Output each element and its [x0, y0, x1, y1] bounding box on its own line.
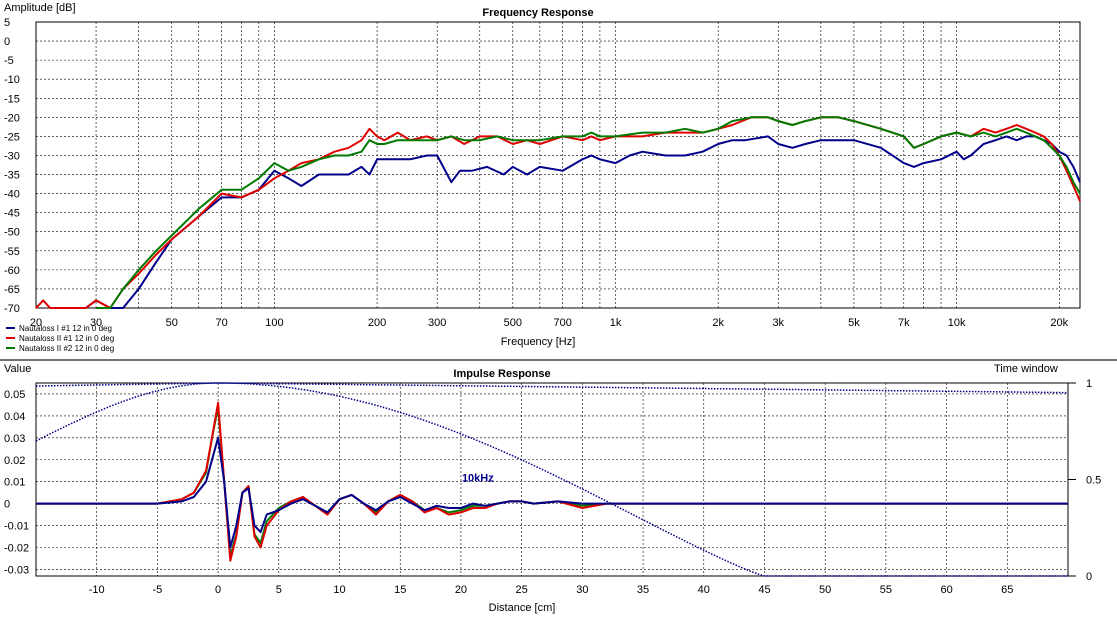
x-axis-label: Frequency [Hz] — [501, 336, 576, 348]
x-tick-label: 7k — [898, 317, 910, 329]
y2-tick-label: 0 — [1086, 571, 1092, 583]
y-tick-label: -30 — [4, 150, 20, 162]
y-tick-label: -0.03 — [4, 564, 29, 576]
y-tick-label: -65 — [4, 284, 20, 296]
time-window-line-wide — [35, 382, 1068, 394]
y2-tick-label: 1 — [1086, 378, 1092, 390]
x-tick-label: 0 — [215, 584, 221, 596]
x-tick-label: 25 — [516, 584, 528, 596]
x-axis-label: Distance [cm] — [489, 602, 556, 614]
x-tick-label: 700 — [553, 317, 571, 329]
x-tick-label: 2k — [712, 317, 724, 329]
gridlines — [35, 21, 1080, 309]
y-tick-label: 5 — [4, 17, 10, 29]
x-tick-label: 1k — [610, 317, 622, 329]
x-tick-label: 10k — [948, 317, 966, 329]
x-tick-label: 55 — [880, 584, 892, 596]
x-tick-label: 20k — [1050, 317, 1068, 329]
y-tick-label: -50 — [4, 227, 20, 239]
y-tick-label: -40 — [4, 189, 20, 201]
y-tick-label: -0.01 — [4, 521, 29, 533]
x-tick-label: 50 — [166, 317, 178, 329]
y2-tick-label: 0.5 — [1086, 475, 1101, 487]
y-tick-label: -60 — [4, 265, 20, 277]
y-tick-label: 0 — [4, 499, 10, 511]
y-axis-label: Amplitude [dB] — [4, 2, 76, 14]
y-tick-label: -70 — [4, 303, 20, 315]
y-tick-label: 0 — [4, 36, 10, 48]
x-tick-label: 5 — [276, 584, 282, 596]
y-tick-label: 0.05 — [4, 389, 25, 401]
series-line-1 — [36, 436, 1068, 549]
x-tick-label: 65 — [1001, 584, 1013, 596]
plot-frame — [35, 382, 1069, 577]
x-tick-label: 30 — [576, 584, 588, 596]
legend-entry: Nautaloss II #1 12 in 0 deg — [19, 334, 114, 343]
y-tick-label: -55 — [4, 246, 20, 258]
series-group — [36, 401, 1068, 562]
x-tick-label: 40 — [698, 584, 710, 596]
x-tick-label: 20 — [455, 584, 467, 596]
annotation-label: 10kHz — [462, 473, 494, 485]
x-tick-label: 35 — [637, 584, 649, 596]
frequency-response-chart: 20 30 50 70 100 200 300 500 700 1k 2k 3k 5k 7k 10k 20k5… — [4, 2, 1081, 353]
series-group — [35, 116, 1081, 309]
y-tick-label: 0.04 — [4, 411, 25, 423]
chart-title: Frequency Response — [482, 7, 593, 19]
x-tick-label: 45 — [758, 584, 770, 596]
x-tick-label: 70 — [215, 317, 227, 329]
y-axis-label: Value — [4, 363, 31, 375]
y-tick-label: 0.03 — [4, 433, 25, 445]
x-tick-label: 100 — [265, 317, 283, 329]
y-tick-label: 0.01 — [4, 477, 25, 489]
x-tick-label: -10 — [89, 584, 105, 596]
x-tick-label: 60 — [940, 584, 952, 596]
x-tick-label: 30 — [90, 317, 102, 329]
time-window-curves — [35, 382, 1068, 577]
x-tick-label: 10 — [333, 584, 345, 596]
y-tick-label: -15 — [4, 93, 20, 105]
y2-axis-label: Time window — [994, 363, 1058, 375]
x-tick-label: 5k — [848, 317, 860, 329]
legend-entry: Nautaloss II #2 12 in 0 deg — [19, 344, 114, 353]
y-tick-label: -5 — [4, 55, 14, 67]
y-tick-label: -10 — [4, 74, 20, 86]
x-tick-label: 15 — [394, 584, 406, 596]
series-line-3 — [96, 116, 1081, 309]
y-tick-label: 0.02 — [4, 455, 25, 467]
y-tick-label: -25 — [4, 131, 20, 143]
x-tick-label: 3k — [772, 317, 784, 329]
x-tick-label: 300 — [428, 317, 446, 329]
legend-entry: Nautaloss I #1 12 in 0 deg — [19, 324, 112, 333]
x-tick-label: -5 — [153, 584, 163, 596]
chart-title: Impulse Response — [453, 368, 550, 380]
x-tick-label: 20 — [30, 317, 42, 329]
series-line-1 — [85, 135, 1081, 309]
impulse-response-chart: -10 -5 0 5 10 15 20 25 30 35 40 45 50 55 60 650.050.040… — [4, 363, 1101, 614]
y-tick-label: -45 — [4, 208, 20, 220]
y-tick-label: -0.02 — [4, 542, 29, 554]
gridlines — [36, 383, 1068, 576]
time-window-line-10khz — [35, 382, 1068, 577]
y-tick-label: -35 — [4, 170, 20, 182]
x-tick-label: 200 — [368, 317, 386, 329]
x-tick-label: 500 — [504, 317, 522, 329]
y-tick-label: -20 — [4, 112, 20, 124]
x-tick-label: 50 — [819, 584, 831, 596]
plot-frame — [35, 21, 1081, 309]
